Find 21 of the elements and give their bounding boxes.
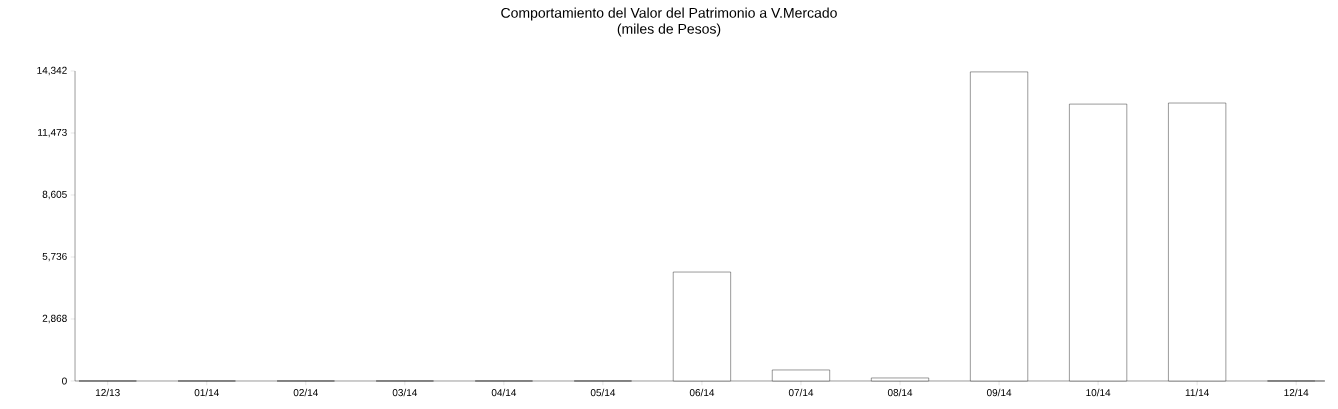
x-tick-label: 12/14 — [1284, 388, 1309, 397]
x-tick-label: 08/14 — [887, 388, 913, 397]
chart-subtitle: (miles de Pesos) — [617, 23, 721, 37]
y-tick-label: 11,473 — [38, 128, 67, 138]
y-tick-label: 0 — [62, 377, 67, 385]
y-tick-label: 5,736 — [42, 252, 67, 262]
x-tick-label: 11/14 — [1185, 388, 1209, 397]
chart-title: Comportamiento del Valor del Patrimonio a V.Mercado — [501, 7, 837, 21]
x-tick-label: 06/14 — [689, 388, 715, 397]
x-tick-label: 02/14 — [293, 388, 318, 397]
x-tick-label: 05/14 — [590, 388, 616, 397]
x-tick-label: 03/14 — [392, 388, 418, 397]
y-tick-label: 2,868 — [42, 314, 67, 324]
x-tick-label: 09/14 — [986, 388, 1012, 397]
x-tick-label: 07/14 — [788, 388, 814, 397]
x-tick-label: 12/13 — [95, 388, 120, 397]
y-tick-label: 8,605 — [42, 190, 67, 200]
x-tick-label: 01/14 — [194, 388, 219, 397]
y-tick-label: 14,342 — [37, 66, 67, 76]
x-tick-label: 04/14 — [491, 388, 517, 397]
x-tick-label: 10/14 — [1086, 388, 1111, 397]
